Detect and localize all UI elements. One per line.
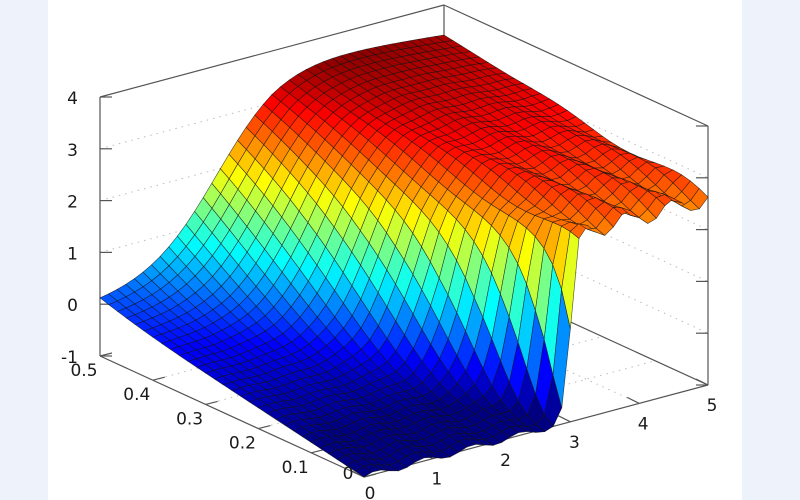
y-tick: [99, 352, 113, 357]
x-tick-label: 1: [431, 470, 442, 490]
x-tick: [558, 415, 571, 423]
surface-quad: [690, 187, 709, 210]
x-tick-label: 4: [638, 414, 649, 434]
y-tick-label: 0.2: [229, 434, 256, 454]
axis-line: [443, 4, 709, 127]
y-tick: [311, 449, 324, 454]
z-tick-label: 3: [67, 141, 78, 161]
x-tick-label: 3: [569, 433, 580, 453]
y-tick-label: 0: [343, 464, 354, 484]
z-tick-label: 2: [67, 193, 78, 213]
y-tick-label: 0.5: [70, 361, 97, 381]
y-tick: [152, 376, 165, 381]
y-tick: [258, 425, 271, 430]
surface-mesh: [99, 34, 709, 478]
x-tick-label: 0: [365, 484, 376, 500]
axis-line: [99, 355, 365, 478]
z-tick-label: 1: [67, 244, 78, 264]
axis-line: [99, 4, 445, 98]
tick-labels: -1 0 1 2 3 4 0 1 2 3 4 5 0 0.1 0.2 0.3 0.4 0.5: [61, 89, 717, 500]
z-tick-label: -1: [61, 348, 78, 368]
x-tick: [695, 378, 709, 386]
x-tick-label: 2: [500, 451, 511, 471]
z-tick-label: 0: [67, 296, 78, 316]
z-tick-label: 4: [67, 89, 78, 109]
x-tick-label: 5: [707, 396, 718, 416]
y-tick-label: 0.4: [123, 385, 150, 405]
y-tick: [205, 400, 218, 405]
y-tick-label: 0.3: [176, 409, 203, 429]
y-tick-label: 0.1: [282, 458, 309, 478]
x-tick: [626, 396, 640, 404]
y-tick: [363, 473, 377, 478]
